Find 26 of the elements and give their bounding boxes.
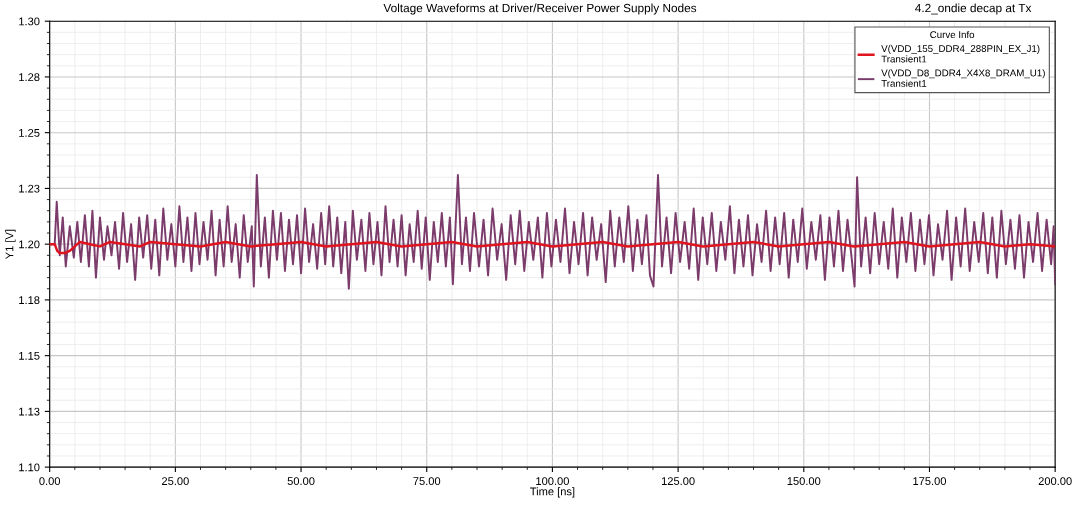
legend-label: V(VDD_D8_DDR4_X4X8_DRAM_U1) Transient1 (881, 69, 1045, 87)
x-tick-label: 175.00 (913, 477, 947, 486)
x-tick-label: 25.00 (162, 477, 189, 486)
y-tick-label: 1.30 (19, 17, 40, 26)
x-tick-label: 75.00 (413, 477, 441, 486)
line-series (49, 240, 1056, 255)
y-tick-label: 1.15 (19, 352, 40, 360)
y-tick-label: 1.25 (19, 128, 40, 137)
x-tick-label: 150.00 (787, 477, 821, 486)
chart-title: Voltage Waveforms at Driver/Receiver Power Supply Nodes (383, 3, 697, 15)
x-tick-label: 100.00 (536, 477, 569, 486)
y-tick-label: 1.13 (19, 407, 40, 416)
legend-title: Curve Info (930, 30, 975, 39)
x-axis-title: Time [ns] (530, 487, 575, 498)
legend-label: V(VDD_155_DDR4_288PIN_EX_J1) Transient1 (881, 44, 1040, 63)
y-tick-label: 1.23 (19, 184, 40, 193)
y-tick-label: 1.10 (19, 463, 40, 472)
x-tick-label: 50.00 (287, 477, 315, 486)
y-axis-title: Y1 [V] (5, 229, 16, 260)
text: 4.2_ondie decap at Tx (915, 3, 1032, 15)
x-tick-label: 125.00 (661, 477, 695, 486)
x-tick-label: 0.00 (39, 477, 61, 486)
x-tick-label: 200.00 (1038, 477, 1072, 486)
y-tick-label: 1.18 (19, 296, 40, 305)
y-tick-label: 1.20 (19, 240, 40, 249)
y-tick-label: 1.28 (19, 73, 40, 82)
